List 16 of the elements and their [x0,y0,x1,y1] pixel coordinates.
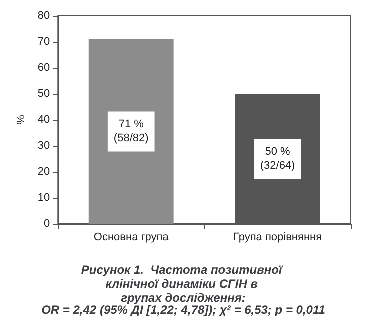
y-tick-label: 30 [38,140,50,152]
y-tick-label: 60 [38,62,50,74]
y-tick-label: 40 [38,114,50,126]
y-tick-label: 80 [38,10,50,22]
y-tick-label: 50 [38,88,50,100]
data-label: 50 % (32/64) [260,146,296,172]
y-axis-title: % [16,114,28,125]
text: OR = 2,42 (95% ДІ [1,22; 4,78]); χ² = 6,53; p = 0,011 [42,303,326,317]
y-tick-label: 70 [38,36,50,48]
y-tick-label: 0 [44,218,50,230]
x-tick-label: Група порівняння [233,232,322,244]
text: Рисунок 1. Частота позитивної клінічної динаміки СГІН в групах дослідження: [81,263,286,305]
y-tick-label: 20 [38,166,50,178]
data-label: 71 % (58/82) [114,118,149,145]
y-tick-label: 10 [38,192,50,204]
x-tick-label: Основна група [94,232,170,244]
